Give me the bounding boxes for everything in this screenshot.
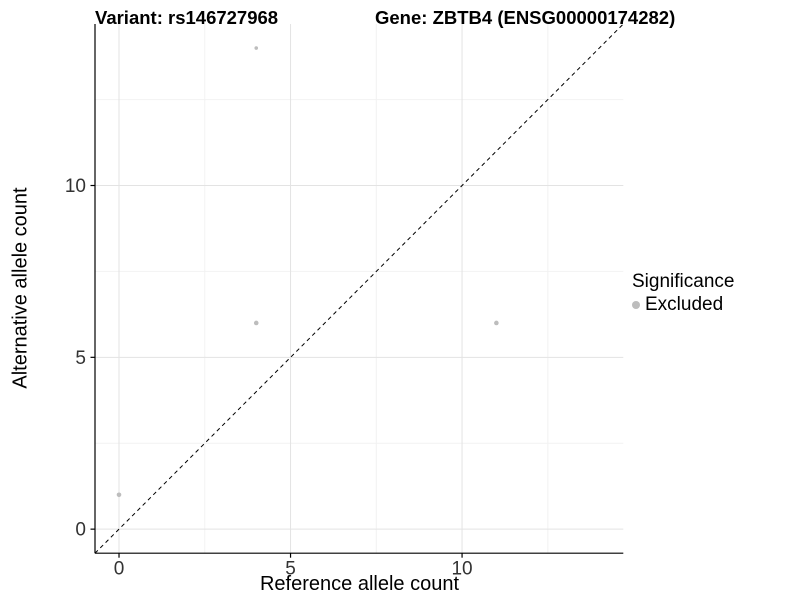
y-tick-label: 0 <box>75 520 86 541</box>
data-point <box>494 320 499 326</box>
legend-item-label: Excluded <box>645 294 724 315</box>
data-point <box>116 492 122 498</box>
legend-point-icon <box>632 301 640 309</box>
legend-title: Significance <box>632 271 735 292</box>
x-tick-label: 5 <box>285 559 296 580</box>
y-tick-label: 5 <box>75 348 86 369</box>
legend: Significance Excluded <box>632 271 734 316</box>
plot-title-variant: Variant: rs146727968 <box>95 7 279 28</box>
x-tick-label: 10 <box>451 559 472 580</box>
y-axis-label: Alternative allele count <box>9 187 32 389</box>
x-tick-label: 0 <box>114 559 125 580</box>
data-point <box>254 46 259 50</box>
data-point <box>253 320 259 326</box>
y-tick-label: 10 <box>65 176 86 197</box>
plot-title-gene: Gene: ZBTB4 (ENSG00000174282) <box>375 7 676 28</box>
x-axis-label: Reference allele count <box>259 573 459 595</box>
identity-line <box>94 23 624 554</box>
legend-item-excluded: Excluded <box>632 294 734 316</box>
